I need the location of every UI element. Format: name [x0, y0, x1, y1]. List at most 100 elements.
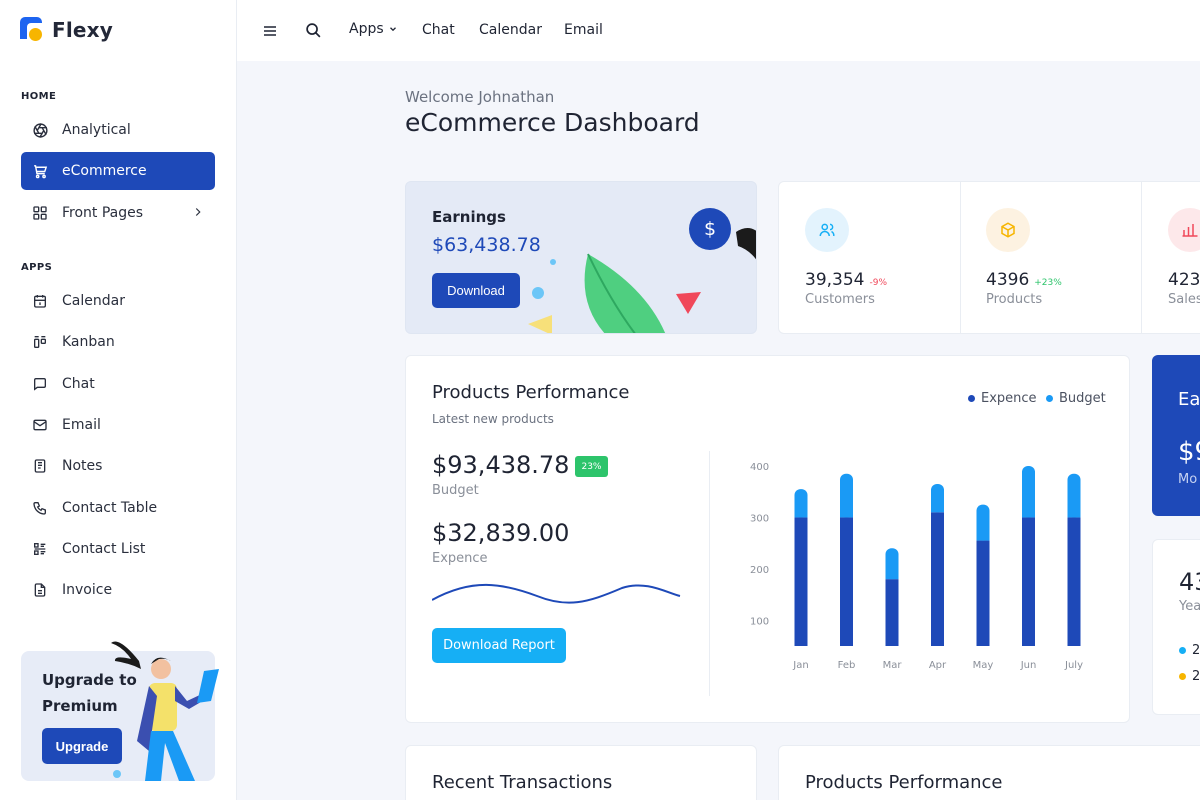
sidebar-item-label: Kanban — [62, 334, 115, 350]
expence-sparkline — [432, 583, 681, 604]
menu-icon[interactable] — [262, 23, 278, 43]
nav-apps[interactable]: Apps — [349, 21, 398, 37]
stat-label: Sales — [1168, 292, 1200, 307]
budget-label: Budget — [432, 483, 479, 498]
legend-dot — [1179, 673, 1186, 680]
budget-value: $93,438.78 — [432, 451, 570, 479]
upgrade-card: Upgrade to Premium Upgrade — [21, 641, 219, 781]
sidebar-item-contact-table[interactable]: Contact Table — [21, 489, 215, 527]
users-icon — [819, 223, 835, 237]
stat-products: 4396 +23% Products — [960, 182, 1142, 333]
sidebar-item-contact-list[interactable]: Contact List — [21, 530, 215, 568]
card-divider — [709, 451, 710, 696]
bar-budget-apr[interactable] — [931, 484, 944, 513]
cart-icon — [31, 162, 49, 180]
bar-segment-fill — [1067, 511, 1081, 518]
legend-budget[interactable]: Budget — [1046, 391, 1106, 406]
nav-chat[interactable]: Chat — [422, 22, 455, 38]
legend-value: 2 — [1192, 669, 1200, 684]
y-tick-label: 300 — [750, 513, 769, 524]
search-icon[interactable] — [305, 22, 322, 43]
bar-expence-may[interactable] — [976, 540, 990, 646]
woman-with-laptop-illustration — [111, 641, 219, 781]
bar-budget-july[interactable] — [1067, 473, 1081, 518]
card-title: Products Performance — [805, 772, 1003, 793]
stats-card: 39,354 -9% Customers 4396 +23% Products 42… — [778, 181, 1200, 334]
bar-expence-feb[interactable] — [840, 517, 853, 646]
card-sub: Yea — [1179, 599, 1200, 614]
notes-icon — [31, 457, 49, 475]
grid-icon — [31, 204, 49, 222]
bar-expence-mar[interactable] — [885, 579, 899, 646]
stat-divider — [1141, 182, 1142, 333]
page-title: eCommerce Dashboard — [405, 108, 700, 137]
bar-budget-may[interactable] — [976, 504, 990, 541]
calendar-icon — [31, 292, 49, 310]
earnings-summary-card: Ea $9 Mo — [1152, 355, 1200, 516]
stat-value: 39,354 -9% — [805, 270, 887, 290]
bar-expence-jan[interactable] — [794, 517, 808, 646]
x-tick-label: Jan — [792, 660, 808, 671]
sidebar-item-label: Calendar — [62, 293, 125, 309]
app-logo[interactable]: Flexy — [20, 17, 113, 43]
bar-expence-jun[interactable] — [1022, 517, 1035, 646]
sidebar-item-notes[interactable]: Notes — [21, 447, 215, 485]
earnings-value: $63,438.78 — [432, 234, 541, 256]
list-icon — [31, 540, 49, 558]
nav-email[interactable]: Email — [564, 22, 603, 38]
sidebar-item-label: Contact List — [62, 541, 146, 557]
legend-label: Expence — [981, 391, 1037, 406]
upgrade-title: Upgrade to Premium — [42, 671, 137, 715]
x-tick-label: Jun — [1020, 660, 1037, 671]
bar-expence-july[interactable] — [1067, 517, 1081, 646]
x-tick-label: Apr — [929, 660, 947, 671]
sidebar-item-invoice[interactable]: Invoice — [21, 571, 215, 609]
stat-label: Customers — [805, 292, 875, 307]
nav-section-apps: APPS — [21, 262, 53, 273]
sidebar-item-kanban[interactable]: Kanban — [21, 323, 215, 361]
legend-expence[interactable]: Expence — [968, 391, 1037, 406]
nav-calendar[interactable]: Calendar — [479, 22, 542, 38]
upgrade-button[interactable]: Upgrade — [42, 728, 122, 764]
bar-budget-feb[interactable] — [840, 473, 853, 518]
card-title: Ea — [1178, 389, 1200, 410]
earnings-card: Earnings $63,438.78 Download $ — [405, 181, 757, 334]
nav-section-home: HOME — [21, 91, 57, 102]
sidebar-item-front-pages[interactable]: Front Pages — [21, 194, 215, 232]
card-title: Recent Transactions — [432, 772, 613, 793]
sidebar-item-email[interactable]: Email — [21, 406, 215, 444]
expence-label: Expence — [432, 551, 488, 566]
invoice-icon — [31, 581, 49, 599]
card-title: Products Performance — [432, 382, 630, 403]
bar-budget-mar[interactable] — [885, 548, 899, 580]
download-button[interactable]: Download — [432, 273, 520, 308]
sidebar-item-chat[interactable]: Chat — [21, 365, 215, 403]
download-report-button[interactable]: Download Report — [432, 628, 566, 663]
chat-icon — [31, 375, 49, 393]
bar-segment-fill — [885, 573, 899, 580]
leaf-decoration-icon — [528, 228, 756, 333]
sidebar-item-label: Chat — [62, 376, 95, 392]
sidebar-item-label: Front Pages — [62, 205, 144, 221]
sidebar-item-label: Invoice — [62, 582, 113, 598]
y-tick-label: 100 — [750, 616, 769, 627]
bar-budget-jan[interactable] — [794, 489, 808, 518]
sidebar-item-analytical[interactable]: Analytical — [21, 111, 215, 149]
y-tick-label: 400 — [750, 462, 769, 473]
bar-segment-fill — [976, 534, 990, 541]
bar-budget-jun[interactable] — [1022, 466, 1035, 518]
dollar-icon: $ — [689, 208, 731, 250]
legend-dot — [1046, 395, 1053, 402]
mail-icon — [31, 416, 49, 434]
stat-value: 4396 +23% — [986, 270, 1062, 290]
sidebar-item-calendar[interactable]: Calendar — [21, 282, 215, 320]
bar-expence-apr[interactable] — [931, 512, 944, 646]
card-subtitle: Latest new products — [432, 412, 554, 426]
phone-icon — [31, 499, 49, 517]
sidebar-item-label: eCommerce — [62, 163, 147, 179]
sidebar-item-label: Analytical — [62, 122, 131, 138]
products-performance-card: Products Performance Latest new products… — [405, 355, 1130, 723]
sidebar-item-ecommerce[interactable]: eCommerce — [21, 152, 215, 190]
sidebar-item-label: Notes — [62, 458, 103, 474]
stat-value: 423, — [1168, 270, 1200, 290]
